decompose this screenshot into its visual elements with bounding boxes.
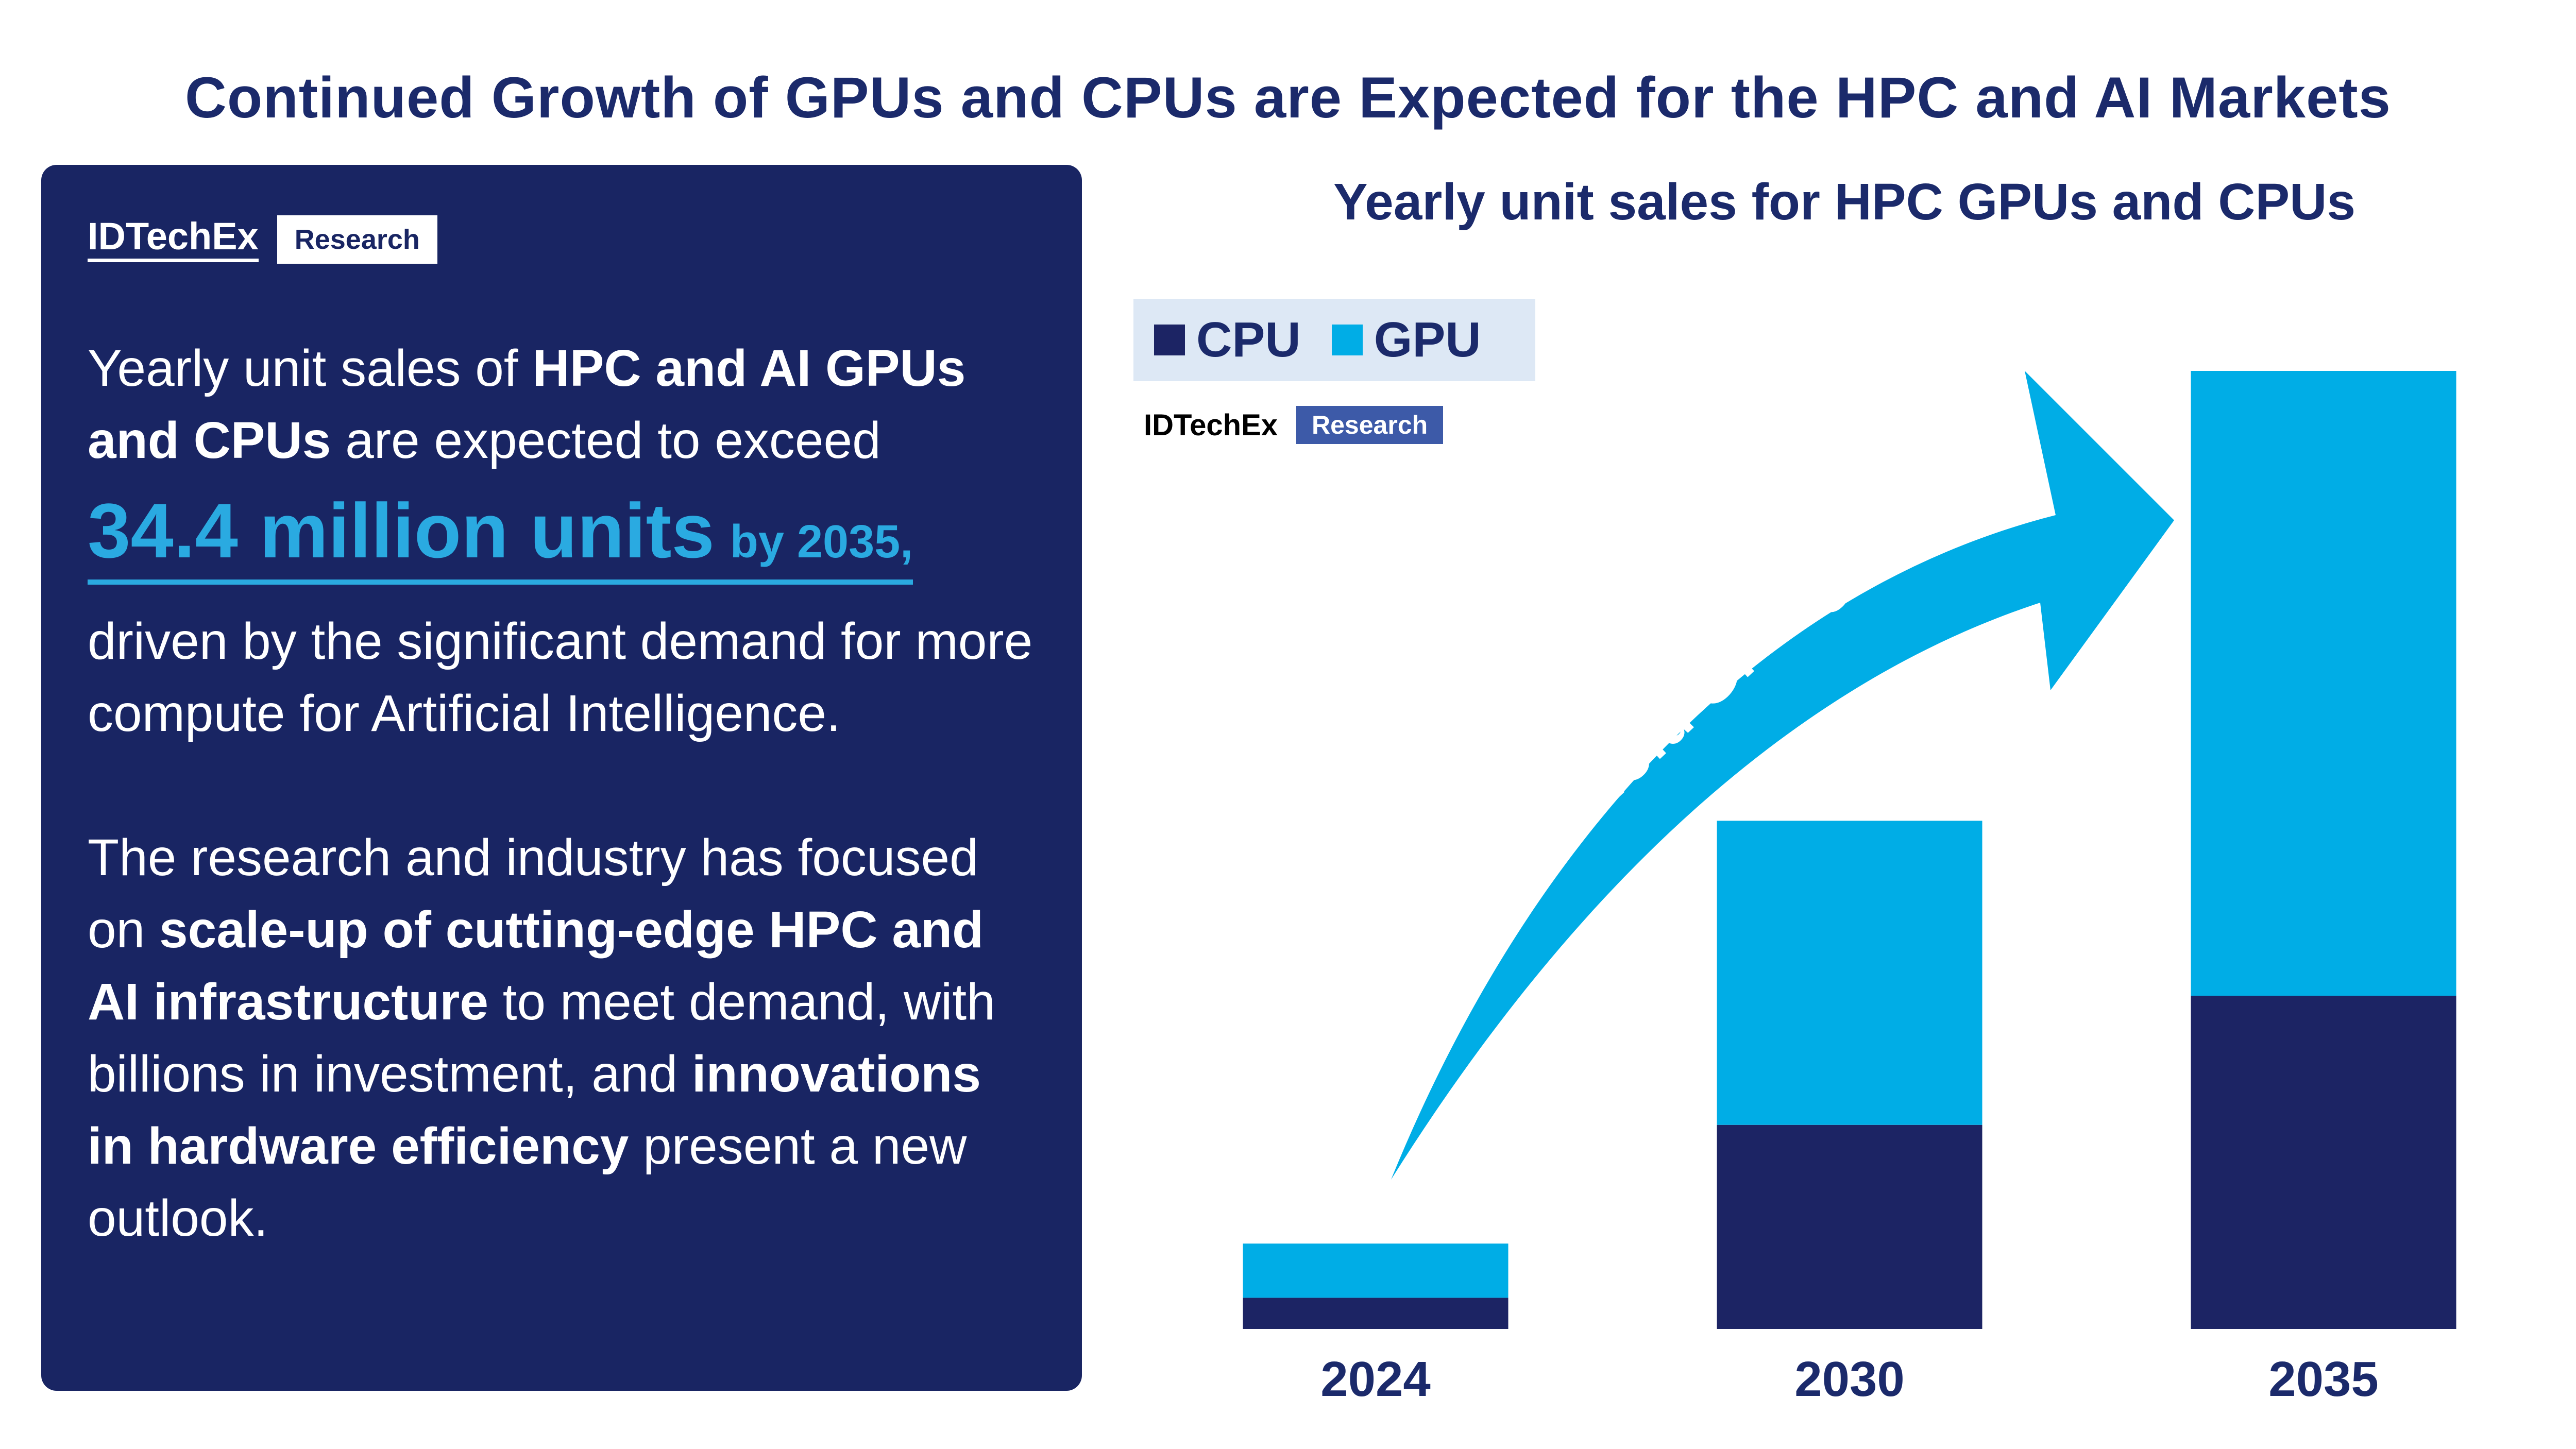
intro-text: Yearly unit sales of HPC and AI GPUs and… — [88, 339, 966, 469]
legend-item-gpu: GPU — [1331, 312, 1481, 368]
bar-cpu-2035 — [2191, 996, 2456, 1329]
bar-cpu-2024 — [1243, 1298, 1509, 1329]
info-panel: IDTechEx Research Yearly unit sales of H… — [41, 165, 1082, 1391]
x-tick-label-2035: 2035 — [2268, 1352, 2379, 1407]
highlight-year: by 2035, — [730, 516, 913, 568]
chart-brand-badge: IDTechEx Research — [1144, 406, 1444, 444]
driven-text: driven by the significant demand for mor… — [88, 612, 1033, 742]
growth-arrow — [1391, 371, 2174, 1180]
brand-tag: Research — [277, 215, 437, 264]
brand-logo: IDTechEx — [88, 217, 259, 262]
legend-label-cpu: CPU — [1196, 312, 1301, 367]
bar-cpu-2030 — [1717, 1124, 1982, 1329]
chart-title: Yearly unit sales for HPC GPUs and CPUs — [1333, 173, 2355, 231]
legend-label-gpu: GPU — [1374, 312, 1481, 367]
legend-swatch-gpu — [1331, 325, 1363, 355]
brand-badge: IDTechEx Research — [88, 211, 1041, 268]
chart-brand-tag: Research — [1296, 406, 1444, 444]
bar-gpu-2035 — [2191, 371, 2456, 996]
bar-gpu-2030 — [1717, 821, 1982, 1125]
main-title: Continued Growth of GPUs and CPUs are Ex… — [185, 65, 2391, 130]
x-tick-label-2030: 2030 — [1794, 1352, 1905, 1407]
bar-gpu-2024 — [1243, 1243, 1509, 1298]
legend-swatch-cpu — [1154, 325, 1185, 355]
highlight-stat: 34.4 million units by 2035, — [88, 492, 913, 585]
chart-brand-logo: IDTechEx — [1144, 408, 1278, 442]
outlook-text: The research and industry has focused on… — [88, 829, 995, 1247]
chart-legend: CPU GPU — [1133, 299, 1535, 381]
legend-item-cpu: CPU — [1154, 312, 1301, 368]
highlight-value: 34.4 million units — [88, 487, 715, 574]
x-tick-label-2024: 2024 — [1320, 1352, 1431, 1407]
